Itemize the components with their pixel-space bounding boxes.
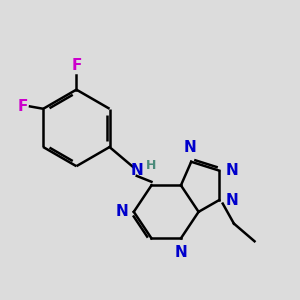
Text: N: N — [226, 193, 238, 208]
Text: F: F — [17, 99, 28, 114]
Text: F: F — [71, 58, 82, 73]
Text: N: N — [130, 163, 143, 178]
Text: N: N — [115, 204, 128, 219]
Text: N: N — [175, 245, 187, 260]
Text: N: N — [183, 140, 196, 155]
Text: H: H — [146, 159, 157, 172]
Text: N: N — [226, 163, 238, 178]
